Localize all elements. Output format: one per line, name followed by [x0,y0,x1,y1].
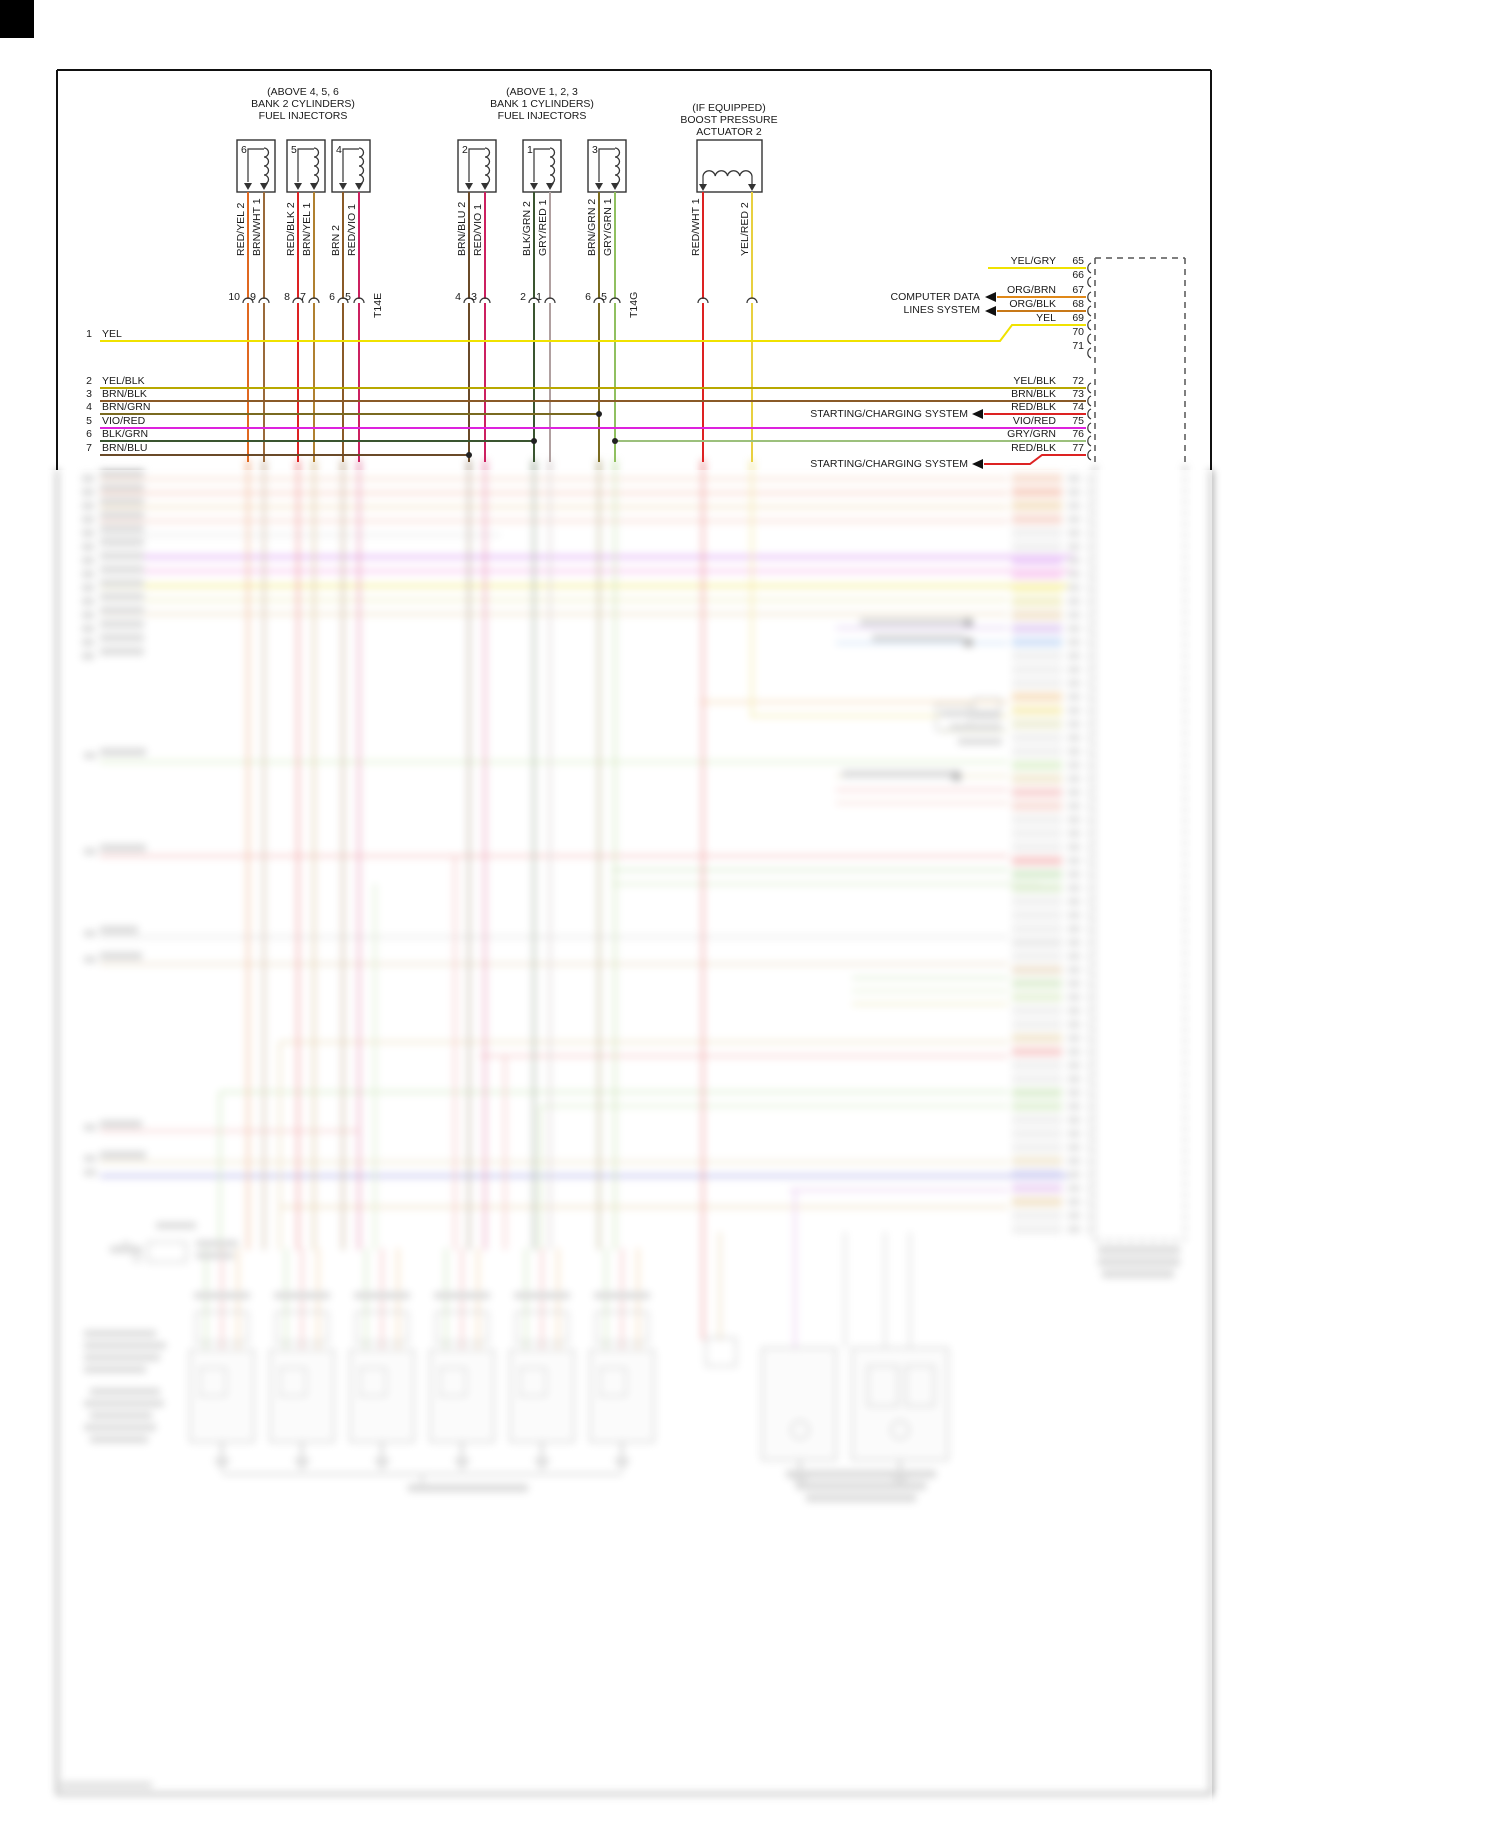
corner-artifact [0,0,34,38]
blur-washout-overlay [42,470,1212,1804]
